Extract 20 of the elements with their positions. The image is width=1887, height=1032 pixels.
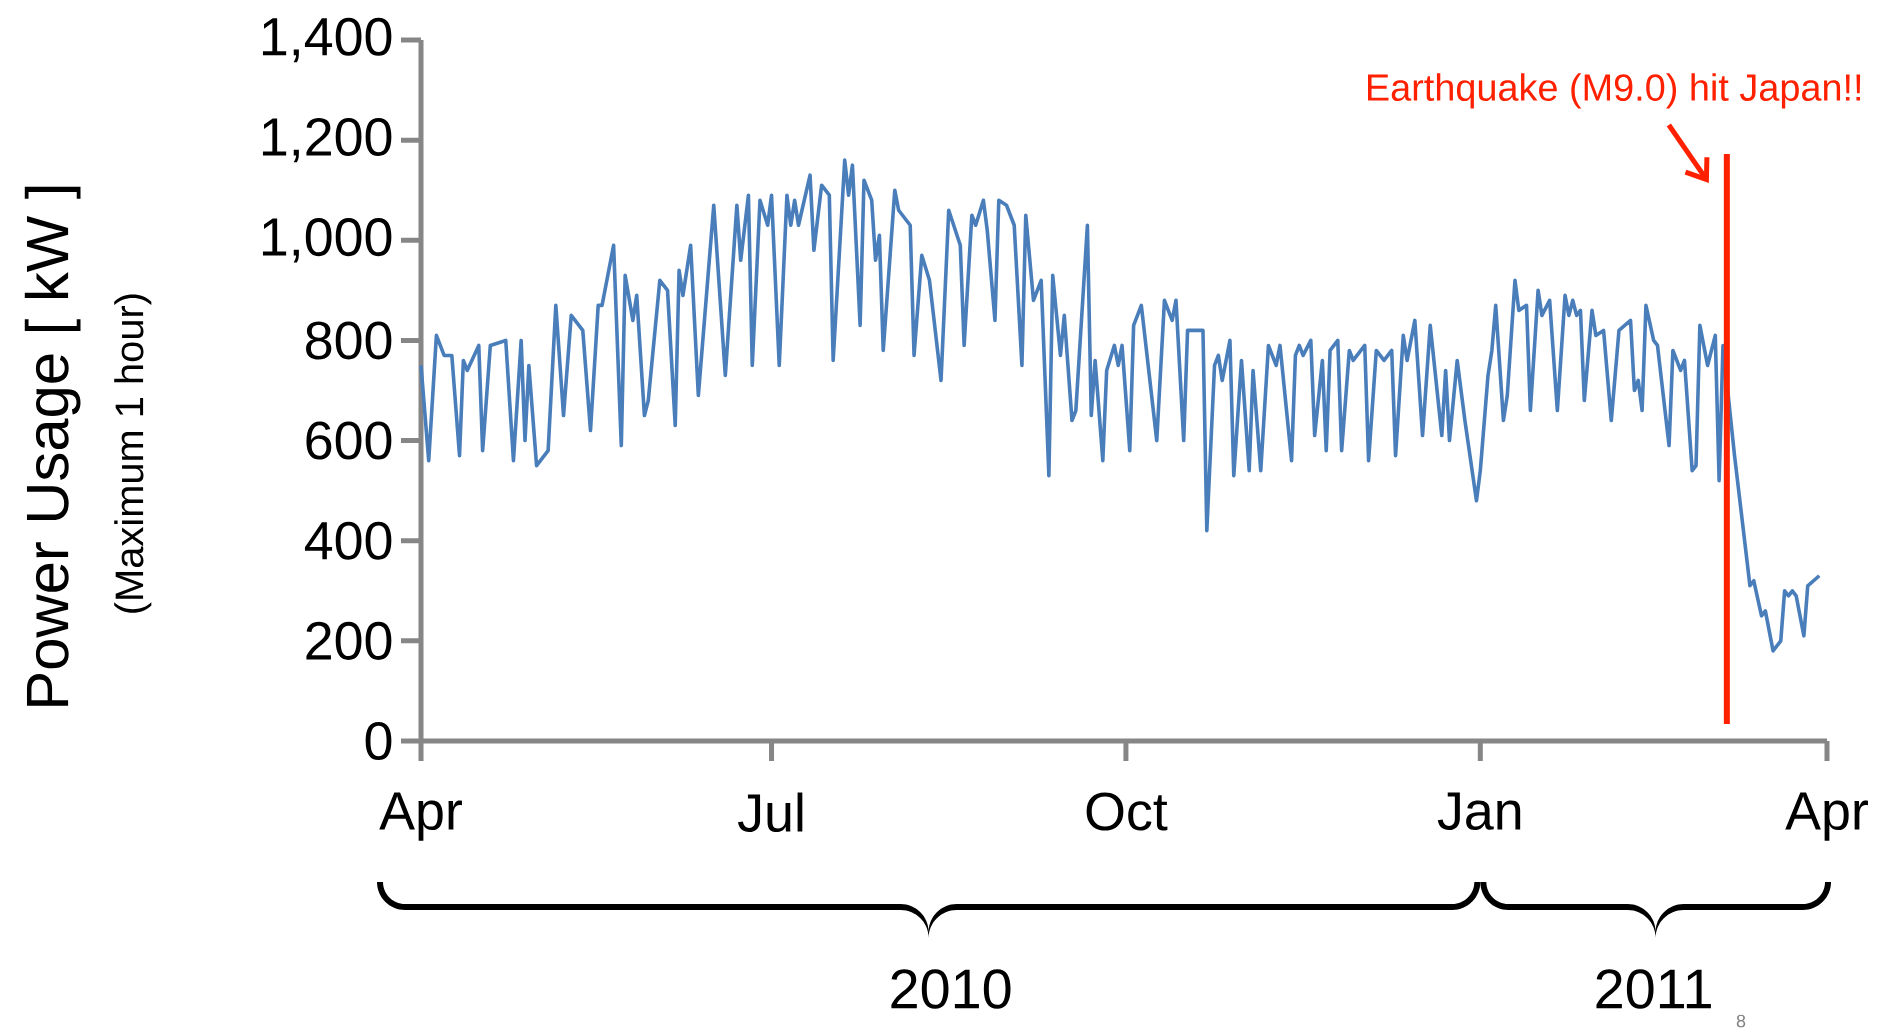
y-tick-label: 200 xyxy=(306,621,392,660)
text: 2010 xyxy=(891,969,1011,1009)
y-tick-label: 400 xyxy=(304,521,392,560)
y-tick-label: 0 xyxy=(365,721,392,761)
x-tick-label: Jul xyxy=(737,792,803,833)
x-tick-label: Apr xyxy=(1785,792,1868,841)
y-tick-label: 1,400 xyxy=(262,17,392,63)
text: 8 xyxy=(1736,1014,1746,1028)
y-tick-label: 1,000 xyxy=(262,218,392,263)
x-tick-label: Apr xyxy=(379,792,462,841)
y-tick-label: 800 xyxy=(306,321,392,360)
y-tick-label: 1,200 xyxy=(262,117,392,163)
y-tick-label: 600 xyxy=(306,421,392,460)
text: 2011 xyxy=(1596,969,1711,1009)
text: (Maximum 1 hour) xyxy=(114,294,152,613)
line-series xyxy=(419,158,1822,653)
ref-line-label: Earthquake (M9.0) hit Japan!! xyxy=(1368,73,1861,109)
y-axis-title: Power Usage [ kW ] xyxy=(24,186,81,706)
x-tick-label: Jan xyxy=(1437,792,1521,831)
x-tick-label: Oct xyxy=(1086,792,1168,831)
